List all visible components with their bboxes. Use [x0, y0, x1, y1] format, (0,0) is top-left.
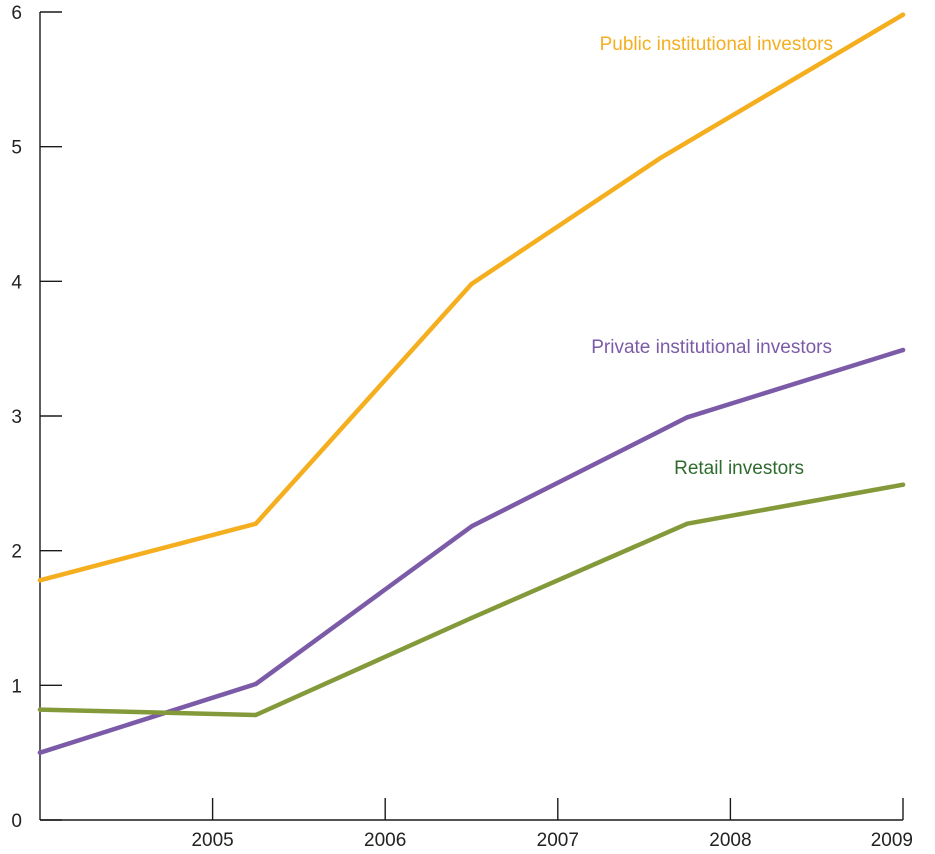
series-label-3: Retail investors [674, 458, 804, 479]
series-lines [37, 12, 906, 755]
data-point [469, 281, 474, 287]
x-tick-label: 2005 [191, 830, 233, 851]
y-tick-label: 2 [11, 542, 22, 563]
x-tick-label: 2007 [537, 830, 579, 851]
data-point [37, 578, 43, 583]
data-point [900, 482, 906, 487]
series-line-3 [37, 482, 906, 718]
x-tick-label: 2008 [709, 830, 751, 851]
y-tick-label: 4 [11, 272, 22, 293]
series-label-1: Public institutional investors [600, 34, 833, 55]
series-line-1 [37, 12, 906, 583]
data-point [37, 750, 43, 755]
data-point [37, 707, 43, 712]
data-point [685, 521, 690, 526]
axes [39, 12, 903, 821]
data-point [900, 12, 906, 17]
data-point [469, 615, 474, 621]
y-tick-label: 5 [11, 138, 22, 159]
y-tick-label: 6 [11, 3, 22, 24]
data-point [469, 524, 474, 529]
x-tick-label: 2006 [364, 830, 406, 851]
data-point [900, 347, 906, 353]
data-point [685, 415, 690, 420]
data-point [659, 155, 664, 160]
x-tick-label: 2009 [871, 830, 913, 851]
series-labels: Public institutional investors Private in… [591, 34, 833, 479]
series-label-2: Private institutional investors [591, 337, 832, 358]
data-point [253, 681, 258, 687]
data-point [253, 712, 258, 718]
y-tick-label: 0 [11, 811, 22, 832]
series-line-2 [37, 347, 906, 755]
y-tick-label: 1 [11, 676, 22, 697]
axis-ticks: 0 1 2 3 4 5 6 2005 2006 2007 2008 2009 [11, 3, 913, 851]
y-tick-label: 3 [11, 407, 22, 428]
data-point [253, 521, 258, 526]
